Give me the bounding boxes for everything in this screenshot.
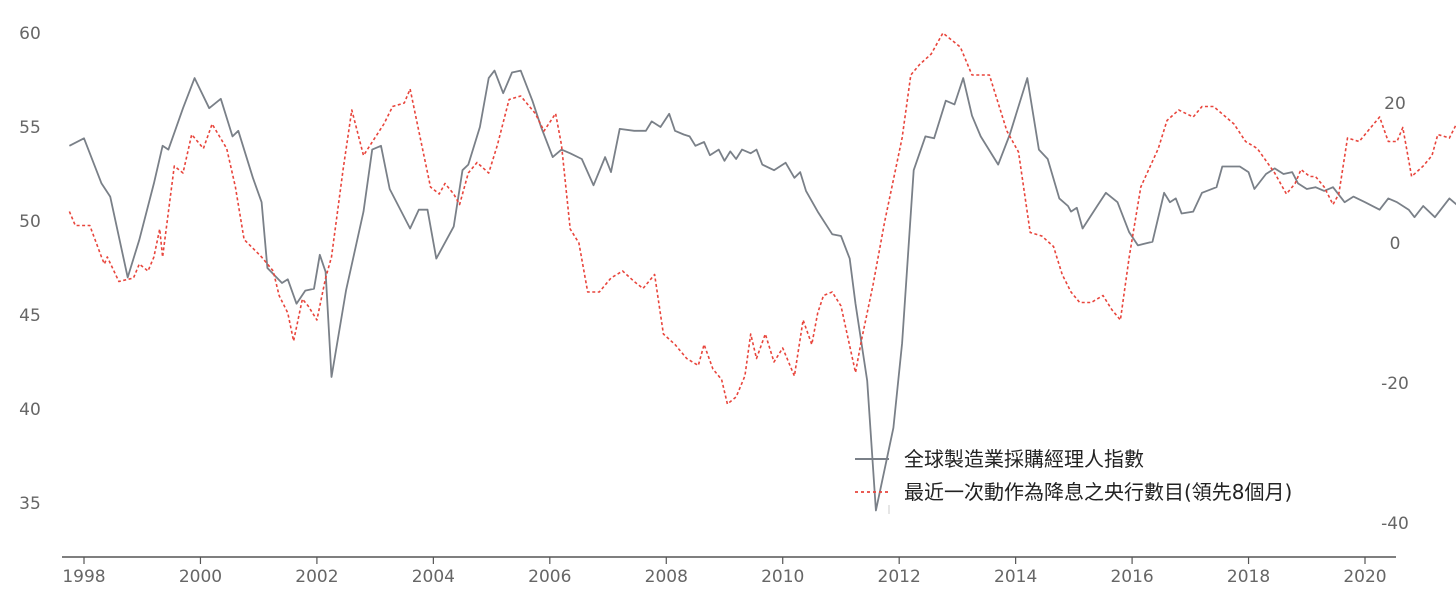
- x-axis-ticks: 1998 2000 2002 2004 2006 2008 2010 2012 2014 2016…: [62, 557, 1387, 587]
- series-line-rate-cuts: [68, 32, 1456, 405]
- x-tick-label: 2000: [179, 567, 222, 587]
- right-y-axis-ticks: -40 -20 0 20: [1381, 94, 1409, 534]
- left-y-tick-label: 40: [19, 400, 41, 420]
- legend-label-pmi: 全球製造業採購經理人指數: [904, 447, 1144, 471]
- left-y-tick-label: 60: [19, 24, 41, 44]
- x-tick-label: 2010: [761, 567, 804, 587]
- x-tick-label: 2020: [1343, 567, 1386, 587]
- legend-label-rate-cuts: 最近一次動作為降息之央行數目(領先8個月): [904, 480, 1292, 504]
- left-y-tick-label: 50: [19, 212, 41, 232]
- right-y-tick-label: 0: [1390, 234, 1401, 254]
- x-tick-label: 2008: [645, 567, 688, 587]
- left-y-tick-label: 45: [19, 306, 41, 326]
- x-tick-label: 2014: [994, 567, 1037, 587]
- right-y-tick-label: -40: [1381, 514, 1409, 534]
- series-layer: [68, 32, 1456, 512]
- x-tick-label: 1998: [62, 567, 105, 587]
- left-y-axis-ticks: 35 40 45 50 55 60: [19, 24, 41, 514]
- x-tick-label: 2018: [1227, 567, 1270, 587]
- x-tick-label: 2004: [412, 567, 455, 587]
- right-y-tick-label: 20: [1384, 94, 1406, 114]
- x-tick-label: 2012: [878, 567, 921, 587]
- left-y-tick-label: 55: [19, 118, 41, 138]
- x-tick-label: 2016: [1110, 567, 1153, 587]
- x-tick-label: 2002: [295, 567, 338, 587]
- series-line-pmi: [68, 69, 1456, 512]
- legend: 全球製造業採購經理人指數 最近一次動作為降息之央行數目(領先8個月): [855, 447, 1292, 514]
- right-y-tick-label: -20: [1381, 374, 1409, 394]
- left-y-tick-label: 35: [19, 494, 41, 514]
- x-tick-label: 2006: [528, 567, 571, 587]
